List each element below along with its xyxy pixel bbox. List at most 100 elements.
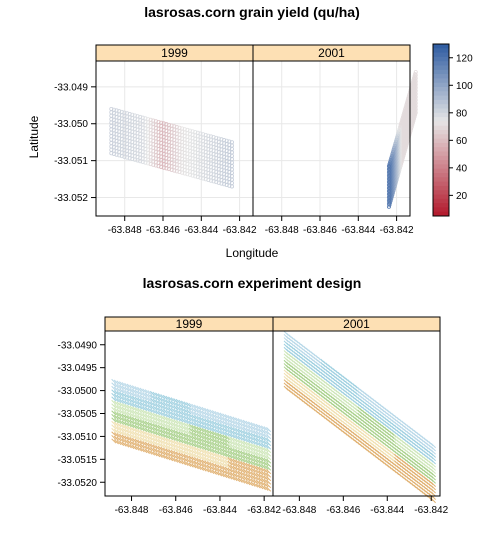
design-point <box>121 441 127 447</box>
colorbar-swatch <box>433 48 449 54</box>
design-point <box>157 428 163 434</box>
design-point <box>255 469 261 475</box>
design-point <box>222 462 228 468</box>
design-point <box>142 406 148 412</box>
design-point <box>178 455 184 461</box>
design-point <box>266 444 272 450</box>
design-point <box>255 434 261 440</box>
design-point <box>116 380 122 386</box>
design-point <box>152 423 158 429</box>
design-point <box>131 395 138 401</box>
yield-point <box>229 140 234 145</box>
design-point <box>430 485 436 491</box>
design-point <box>113 390 119 396</box>
x-tick-label: -63.844 <box>203 505 237 516</box>
design-point <box>147 407 153 413</box>
design-point <box>168 410 174 416</box>
design-point <box>124 428 130 434</box>
design-point <box>113 435 119 441</box>
colorbar-swatch <box>433 155 449 161</box>
design-point <box>235 459 241 465</box>
design-point <box>255 451 261 457</box>
design-point <box>134 431 140 437</box>
design-point <box>142 434 148 440</box>
design-point <box>188 423 194 430</box>
design-point <box>168 414 174 420</box>
yield-point <box>151 118 156 123</box>
design-point <box>237 435 243 441</box>
design-point <box>183 411 189 417</box>
design-point <box>201 463 207 469</box>
design-point <box>206 440 212 446</box>
design-point <box>242 419 248 425</box>
design-point <box>250 464 256 470</box>
design-point <box>214 438 220 445</box>
design-point <box>188 413 194 419</box>
design-point <box>188 430 194 437</box>
design-point <box>242 433 248 439</box>
design-point <box>155 403 161 409</box>
design-point <box>162 443 168 450</box>
design-point <box>247 463 254 469</box>
design-point <box>217 432 223 438</box>
design-point <box>116 422 122 428</box>
design-point <box>188 416 194 423</box>
design-point <box>430 446 436 452</box>
design-point <box>119 423 125 429</box>
design-point <box>237 467 243 473</box>
y-tick-label: -33.051 <box>54 156 88 167</box>
design-point <box>255 465 261 471</box>
yield-point <box>117 109 122 114</box>
yield-point <box>222 138 227 143</box>
design-point <box>255 455 261 461</box>
design-point <box>219 447 225 453</box>
design-point <box>186 433 192 439</box>
design-point <box>137 432 143 438</box>
colorbar-swatch <box>433 207 449 213</box>
design-point <box>255 479 261 485</box>
design-point <box>186 461 192 467</box>
design-point <box>119 395 125 401</box>
design-point <box>430 462 436 468</box>
design-point <box>242 465 248 471</box>
design-point <box>113 393 119 399</box>
design-point <box>183 460 189 467</box>
design-point <box>180 418 187 424</box>
design-point <box>242 437 248 443</box>
design-point <box>214 460 220 466</box>
design-point <box>129 426 135 432</box>
x-tick-label: -63.844 <box>370 505 404 516</box>
design-point <box>124 389 130 395</box>
design-point <box>206 454 212 460</box>
design-point <box>142 437 148 443</box>
design-point <box>129 412 135 418</box>
design-point <box>245 455 251 461</box>
design-point <box>206 429 212 435</box>
design-point <box>131 402 138 408</box>
design-point <box>124 417 130 424</box>
design-point <box>144 431 150 437</box>
design-point <box>227 418 233 424</box>
design-point <box>240 422 246 428</box>
design-point <box>116 397 122 404</box>
design-point <box>121 413 127 419</box>
design-point <box>260 442 266 449</box>
design-point <box>188 409 194 416</box>
design-point <box>430 498 436 504</box>
design-point <box>119 405 125 411</box>
design-point <box>258 473 264 479</box>
design-point <box>131 399 138 405</box>
yield-point <box>402 108 407 113</box>
design-point <box>263 468 269 474</box>
design-point <box>180 407 187 413</box>
design-point <box>144 424 150 430</box>
yield-point <box>403 104 408 109</box>
design-point <box>201 431 207 437</box>
colorbar-swatch <box>433 112 449 118</box>
design-point <box>219 440 225 446</box>
design-point <box>142 423 148 429</box>
design-point <box>162 412 168 418</box>
design-point <box>162 426 168 432</box>
design-point <box>258 435 264 441</box>
colorbar-swatch <box>433 138 449 144</box>
